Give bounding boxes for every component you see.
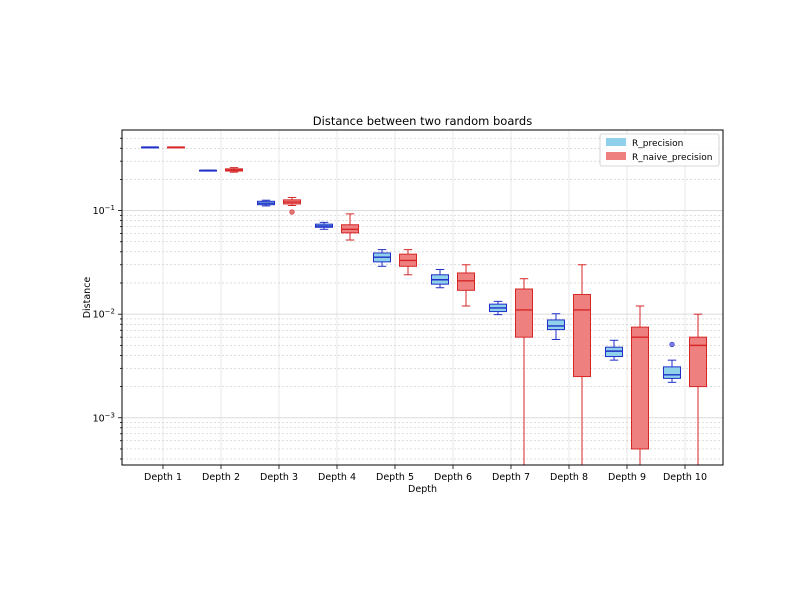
x-tick-label: Depth 6	[434, 472, 472, 483]
box-r-naive-precision-depth-8	[573, 264, 591, 465]
outlier-point	[669, 341, 675, 348]
plot-frame	[121, 129, 724, 466]
box-r-naive-precision-depth-2	[225, 167, 243, 173]
box-body	[547, 319, 565, 331]
x-tick-label: Depth 9	[608, 472, 646, 483]
y-axis: 10−1 10−2 10−3	[93, 137, 122, 460]
legend-swatch-r-precision	[606, 138, 626, 146]
box-r-precision-depth-8	[547, 313, 565, 340]
y-axis-label: Distance	[82, 277, 93, 319]
legend: R_precision R_naive_precision	[599, 133, 720, 167]
box-body	[515, 288, 533, 338]
box-r-precision-depth-3	[257, 199, 275, 207]
legend-frame	[599, 133, 720, 167]
box-body	[605, 346, 623, 358]
box-body	[573, 293, 591, 378]
legend-swatch-r-naive-precision	[606, 152, 626, 160]
box-r-precision-depth-6	[431, 269, 449, 289]
box-r-precision-depth-2	[199, 169, 217, 172]
x-tick-label: Depth 7	[492, 472, 530, 483]
x-tick-label: Depth 1	[144, 472, 182, 483]
x-tick-label: Depth 8	[550, 472, 588, 483]
box-r-naive-precision-depth-1	[167, 146, 185, 149]
box-body	[631, 326, 649, 450]
box-r-naive-precision-depth-3	[283, 196, 301, 215]
x-tick-label: Depth 3	[260, 472, 298, 483]
x-tick-label: Depth 4	[318, 472, 356, 483]
boxes-layer	[141, 146, 707, 465]
box-body	[689, 336, 707, 388]
x-tick-label: Depth 10	[663, 472, 707, 483]
box-body	[457, 272, 475, 291]
x-axis-label: Depth	[408, 484, 437, 495]
box-r-naive-precision-depth-10	[689, 313, 707, 465]
box-r-precision-depth-5	[373, 249, 391, 267]
legend-label-r-naive-precision: R_naive_precision	[632, 153, 712, 163]
y-tick-label: 10−3	[93, 411, 115, 424]
box-r-naive-precision-depth-7	[515, 278, 533, 465]
box-r-precision-depth-7	[489, 300, 507, 316]
box-r-naive-precision-depth-5	[399, 249, 417, 276]
x-tick-label: Depth 2	[202, 472, 240, 483]
y-tick-label: 10−1	[93, 204, 115, 217]
box-r-naive-precision-depth-6	[457, 264, 475, 307]
chart-title: Distance between two random boards	[313, 114, 532, 128]
x-tick-label: Depth 5	[376, 472, 414, 483]
box-r-naive-precision-depth-9	[631, 305, 649, 465]
box-r-naive-precision-depth-4	[341, 213, 359, 241]
outlier-point	[289, 209, 295, 215]
box-r-precision-depth-9	[605, 339, 623, 361]
box-r-precision-depth-4	[315, 221, 333, 230]
box-body	[663, 366, 681, 379]
box-r-precision-depth-1	[141, 146, 159, 149]
box-r-precision-depth-10	[663, 341, 681, 383]
y-tick-label: 10−2	[93, 308, 115, 321]
legend-label-r-precision: R_precision	[632, 139, 683, 149]
x-axis: Depth 1 Depth 2 Depth 3 Depth 4 Depth 5 Depth…	[144, 465, 707, 483]
